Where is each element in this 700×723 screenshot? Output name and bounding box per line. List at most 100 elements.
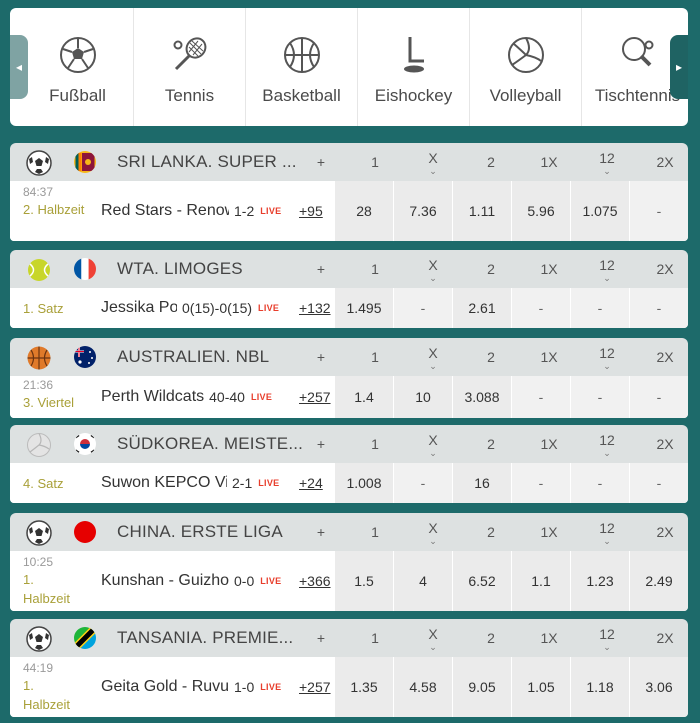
live-badge: LIVE: [260, 682, 282, 692]
match-row[interactable]: 4. Satz Suwon KEPCO Vixtorm 2-1 LIVE +24…: [10, 463, 688, 503]
odd-12[interactable]: 1.18: [571, 657, 629, 717]
score: 40-40: [209, 389, 245, 405]
col-x[interactable]: X ⌄: [428, 257, 438, 283]
odd-1[interactable]: 1.495: [335, 288, 393, 328]
chevron-left-icon: ◂: [15, 60, 23, 74]
odd-x[interactable]: 10: [394, 376, 452, 418]
odd-12[interactable]: 1.23: [571, 551, 629, 611]
more-markets-link[interactable]: +24: [299, 475, 323, 491]
volleyball-icon: [26, 432, 52, 463]
odd-1[interactable]: 28: [335, 181, 393, 241]
tab-label: Basketball: [262, 86, 341, 105]
col-12[interactable]: 12 ⌄: [599, 150, 615, 176]
match-time: 4. Satz: [23, 474, 103, 493]
odd-2[interactable]: 6.52: [453, 551, 511, 611]
col-x[interactable]: X ⌄: [428, 626, 438, 652]
odd-1x[interactable]: 1.1: [512, 551, 570, 611]
match-header: CHINA. ERSTE LIGA + 1 X ⌄ 2 1X 12 ⌄ 2X: [10, 513, 688, 551]
col-2x: 2X: [656, 630, 674, 646]
match-row[interactable]: 1. Satz Jessika Ponchet 0(15)-0(15) LIVE…: [10, 288, 688, 328]
col-1: 1: [371, 349, 379, 365]
tab-tischtennis[interactable]: Tischtennis: [582, 8, 688, 126]
match-block: TANSANIA. PREMIE... + 1 X ⌄ 2 1X 12 ⌄ 2X 4…: [10, 619, 688, 717]
col-12[interactable]: 12 ⌄: [599, 626, 615, 652]
scroll-right-button[interactable]: ▸: [670, 35, 688, 99]
tab-fussball[interactable]: Fußball: [22, 8, 134, 126]
more-markets-link[interactable]: +257: [299, 389, 331, 405]
odd-2[interactable]: 9.05: [453, 657, 511, 717]
odd-x[interactable]: 4.58: [394, 657, 452, 717]
odd-2x[interactable]: 2.49: [630, 551, 688, 611]
more-markets-link[interactable]: +366: [299, 573, 331, 589]
odds-row: 1.4 10 3.088 - - -: [334, 376, 688, 418]
league-name[interactable]: TANSANIA. PREMIE...: [117, 628, 294, 647]
odd-1[interactable]: 1.5: [335, 551, 393, 611]
more-markets-link[interactable]: +257: [299, 679, 331, 695]
odd-2[interactable]: 16: [453, 463, 511, 503]
odd-2x: -: [630, 181, 688, 241]
match-row[interactable]: 21:36 3. Viertel Perth Wildcats 40-40 LI…: [10, 376, 688, 418]
tanzania-flag-icon: [74, 627, 96, 654]
odd-x[interactable]: 7.36: [394, 181, 452, 241]
league-name[interactable]: CHINA. ERSTE LIGA: [117, 522, 283, 541]
odd-x: -: [394, 288, 452, 328]
col-12[interactable]: 12 ⌄: [599, 257, 615, 283]
col-12[interactable]: 12 ⌄: [599, 345, 615, 371]
league-name[interactable]: WTA. LIMOGES: [117, 259, 243, 278]
france-flag-icon: [74, 258, 96, 285]
teams[interactable]: Jessika Ponchet 0(15)-0(15) LIVE: [101, 288, 279, 328]
odd-1[interactable]: 1.4: [335, 376, 393, 418]
odds-header: + 1 X ⌄ 2 1X 12 ⌄ 2X: [296, 619, 694, 657]
soccer-ball-icon: [58, 34, 98, 76]
match-row[interactable]: 44:19 1. Halbzeit Geita Gold - Ruvu 1-0 …: [10, 657, 688, 717]
col-2x: 2X: [656, 261, 674, 277]
odd-12[interactable]: 1.075: [571, 181, 629, 241]
soccer-ball-icon: [26, 520, 52, 551]
score: 2-1: [232, 475, 253, 491]
match-block: CHINA. ERSTE LIGA + 1 X ⌄ 2 1X 12 ⌄ 2X 10:…: [10, 513, 688, 611]
match-info: 84:37 2. Halbzeit Red Stars - Renown 1-2…: [10, 181, 334, 241]
odd-2[interactable]: 3.088: [453, 376, 511, 418]
col-x[interactable]: X ⌄: [428, 432, 438, 458]
scroll-left-button[interactable]: ◂: [10, 35, 28, 99]
odd-2x[interactable]: 3.06: [630, 657, 688, 717]
match-row[interactable]: 10:25 1. Halbzeit Kunshan - Guizhou 0-0 …: [10, 551, 688, 611]
more-markets-link[interactable]: +132: [299, 300, 331, 316]
live-badge: LIVE: [260, 206, 282, 216]
teams[interactable]: Suwon KEPCO Vixtorm 2-1 LIVE: [101, 463, 279, 503]
match-info: 1. Satz Jessika Ponchet 0(15)-0(15) LIVE…: [10, 288, 334, 328]
odd-1[interactable]: 1.35: [335, 657, 393, 717]
tab-basketball[interactable]: Basketball: [246, 8, 358, 126]
odd-1x: -: [512, 463, 570, 503]
col-12[interactable]: 12 ⌄: [599, 432, 615, 458]
odd-2[interactable]: 2.61: [453, 288, 511, 328]
tab-eishockey[interactable]: Eishockey: [358, 8, 470, 126]
team-names: Suwon KEPCO Vixtorm: [101, 474, 227, 491]
odd-2[interactable]: 1.11: [453, 181, 511, 241]
league-name[interactable]: AUSTRALIEN. NBL: [117, 347, 270, 366]
soccer-ball-icon: [26, 626, 52, 657]
teams[interactable]: Geita Gold - Ruvu 1-0 LIVE: [101, 657, 281, 717]
teams[interactable]: Kunshan - Guizhou 0-0 LIVE: [101, 551, 281, 611]
odd-1[interactable]: 1.008: [335, 463, 393, 503]
league-name[interactable]: SRI LANKA. SUPER ...: [117, 152, 297, 171]
match-row[interactable]: 84:37 2. Halbzeit Red Stars - Renown 1-2…: [10, 181, 688, 241]
chevron-down-icon: ⌄: [603, 448, 611, 458]
col-x[interactable]: X ⌄: [428, 150, 438, 176]
teams[interactable]: Perth Wildcats 40-40 LIVE: [101, 376, 272, 418]
match-period: 4. Satz: [23, 476, 64, 491]
odd-1x[interactable]: 5.96: [512, 181, 570, 241]
match-info: 4. Satz Suwon KEPCO Vixtorm 2-1 LIVE +24: [10, 463, 334, 503]
tab-volleyball[interactable]: Volleyball: [470, 8, 582, 126]
more-markets-link[interactable]: +95: [299, 203, 323, 219]
teams[interactable]: Red Stars - Renown 1-2 LIVE: [101, 181, 281, 241]
league-name[interactable]: SÜDKOREA. MEISTE...: [117, 434, 304, 453]
odd-1x[interactable]: 1.05: [512, 657, 570, 717]
match-period: 1. Satz: [23, 301, 64, 316]
col-12[interactable]: 12 ⌄: [599, 520, 615, 546]
odd-x[interactable]: 4: [394, 551, 452, 611]
chevron-down-icon: ⌄: [429, 536, 437, 546]
col-x[interactable]: X ⌄: [428, 520, 438, 546]
col-x[interactable]: X ⌄: [428, 345, 438, 371]
tab-tennis[interactable]: Tennis: [134, 8, 246, 126]
